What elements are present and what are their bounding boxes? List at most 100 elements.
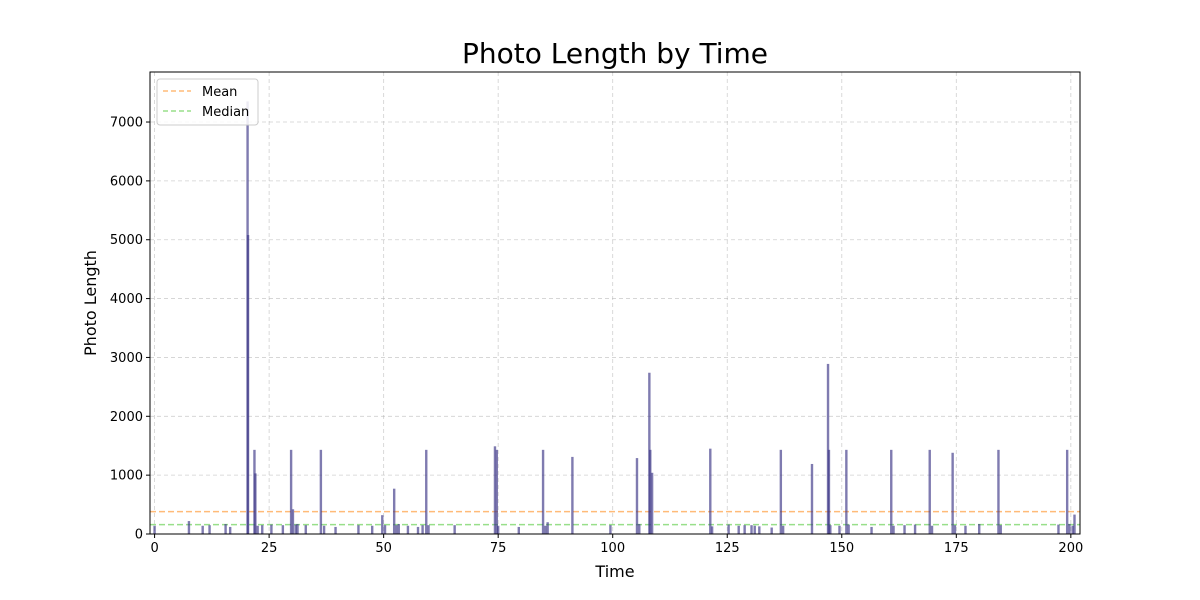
bar: [187, 521, 191, 534]
bar: [838, 525, 841, 534]
x-tick-label: 175: [944, 541, 969, 556]
bar: [743, 525, 746, 534]
x-axis-label: Time: [594, 562, 634, 581]
chart-title: Photo Length by Time: [462, 37, 768, 70]
bar: [930, 525, 934, 534]
bar: [827, 449, 831, 534]
bar: [270, 524, 273, 534]
x-tick-label: 25: [261, 541, 278, 556]
bar: [427, 525, 430, 534]
bar: [289, 449, 293, 534]
bar: [261, 525, 264, 534]
y-tick-label: 3000: [110, 351, 143, 366]
x-tick-label: 100: [600, 541, 625, 556]
bar: [228, 526, 232, 534]
bar: [281, 525, 285, 534]
bar: [635, 458, 639, 534]
bar: [826, 363, 830, 534]
bar: [770, 527, 773, 534]
bar: [870, 526, 873, 534]
bar: [638, 523, 641, 534]
bar: [951, 452, 954, 534]
bar: [493, 446, 497, 534]
bar: [201, 525, 204, 534]
bar: [737, 525, 740, 534]
bar: [381, 515, 384, 534]
bar: [571, 456, 574, 534]
x-tick-label: 150: [829, 541, 854, 556]
bar: [304, 525, 307, 534]
bar: [999, 525, 1002, 534]
bar: [978, 523, 981, 534]
legend: Mean Median: [156, 78, 259, 126]
bar: [903, 525, 906, 534]
bar: [397, 523, 400, 534]
bar: [892, 525, 895, 534]
bars: [153, 101, 1076, 534]
bar: [753, 525, 756, 534]
bar: [997, 449, 1000, 534]
x-tick-label: 200: [1058, 541, 1083, 556]
bar: [322, 525, 326, 534]
x-tick-label: 0: [150, 541, 158, 556]
y-tick-label: 1000: [110, 469, 143, 484]
bar: [383, 525, 387, 534]
bar: [781, 525, 785, 534]
bar: [224, 523, 227, 534]
bar: [395, 525, 398, 534]
bar: [964, 525, 967, 534]
bar: [254, 473, 257, 534]
bar: [416, 526, 420, 534]
bar: [779, 449, 783, 534]
bar: [758, 526, 761, 534]
y-tick-label: 7000: [110, 116, 143, 131]
bar: [495, 449, 499, 534]
x-tick-label: 75: [490, 541, 507, 556]
reference-lines: [150, 510, 1080, 526]
bar: [256, 525, 259, 534]
bar: [847, 524, 850, 534]
bar: [1071, 525, 1074, 534]
bar: [810, 463, 814, 534]
bar: [650, 472, 654, 534]
bar: [649, 449, 652, 534]
bar: [406, 525, 410, 534]
legend-median-label: Median: [202, 105, 249, 120]
bar: [453, 525, 456, 534]
bar: [291, 509, 295, 534]
bar: [296, 523, 299, 534]
x-tick-label: 50: [375, 541, 392, 556]
bar: [928, 449, 931, 534]
bar: [421, 525, 424, 534]
bar: [1065, 449, 1069, 534]
bar: [208, 525, 211, 534]
bar: [334, 526, 337, 534]
bar: [829, 525, 832, 534]
y-axis-label: Photo Length: [81, 250, 100, 356]
bar: [845, 449, 848, 534]
bar: [709, 448, 712, 534]
y-axis-ticks: 0 1000 2000 3000 4000 5000 6000 7000: [110, 116, 150, 543]
plot-frame: [149, 71, 1081, 535]
bar: [913, 524, 917, 534]
bar: [294, 524, 297, 534]
bar: [546, 522, 549, 534]
y-tick-label: 4000: [110, 292, 143, 307]
y-tick-label: 2000: [110, 410, 143, 425]
bar: [1073, 514, 1076, 534]
bar: [727, 524, 730, 534]
y-tick-label: 0: [135, 528, 143, 543]
bar: [710, 526, 714, 534]
y-tick-label: 6000: [110, 174, 143, 189]
bar: [496, 525, 500, 534]
bar: [953, 525, 957, 534]
bar: [544, 525, 547, 534]
bar: [246, 235, 250, 534]
x-axis-ticks: 0 25 50 75 100 125 150 175 200: [150, 534, 1083, 556]
bar: [890, 449, 893, 534]
bar: [750, 525, 753, 534]
bar: [153, 525, 156, 534]
bar: [370, 525, 374, 534]
bar: [1057, 524, 1060, 534]
